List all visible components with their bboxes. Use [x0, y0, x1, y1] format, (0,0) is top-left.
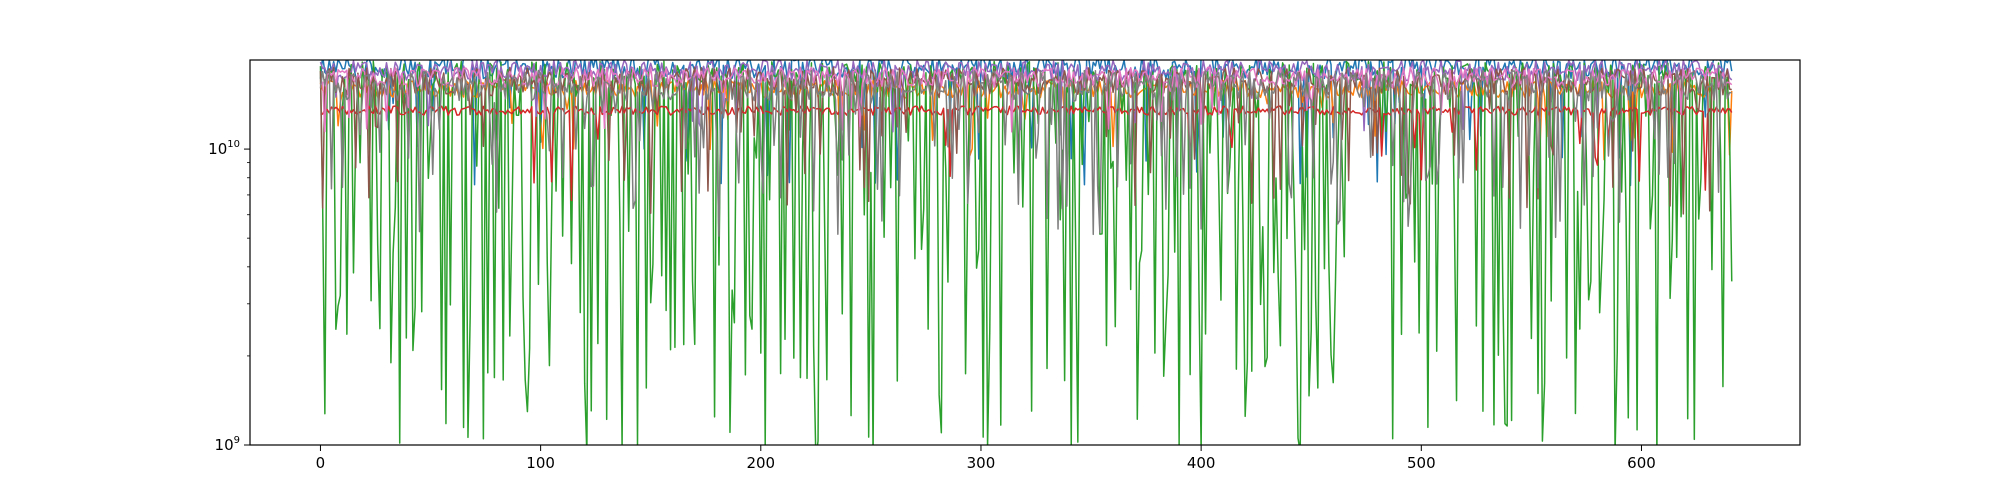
series-layer — [319, 60, 1733, 445]
x-tick-label: 0 — [316, 454, 326, 472]
x-tick-label: 400 — [1187, 454, 1216, 472]
plot-frame — [249, 59, 1801, 446]
y-axis: 109 1010 — [208, 139, 250, 454]
x-axis: 0 100 200 300 400 500 600 — [316, 445, 1656, 472]
y-tick-label: 1010 — [208, 139, 240, 158]
y-tick-label: 109 — [215, 435, 240, 454]
series-line — [320, 105, 1733, 202]
series-line — [319, 66, 1732, 215]
x-tick-label: 200 — [746, 454, 775, 472]
series-line — [319, 60, 1733, 136]
series-line — [319, 69, 1732, 239]
x-tick-label: 300 — [967, 454, 996, 472]
x-tick-label: 500 — [1407, 454, 1436, 472]
x-tick-label: 600 — [1627, 454, 1656, 472]
x-tick-label: 100 — [526, 454, 555, 472]
